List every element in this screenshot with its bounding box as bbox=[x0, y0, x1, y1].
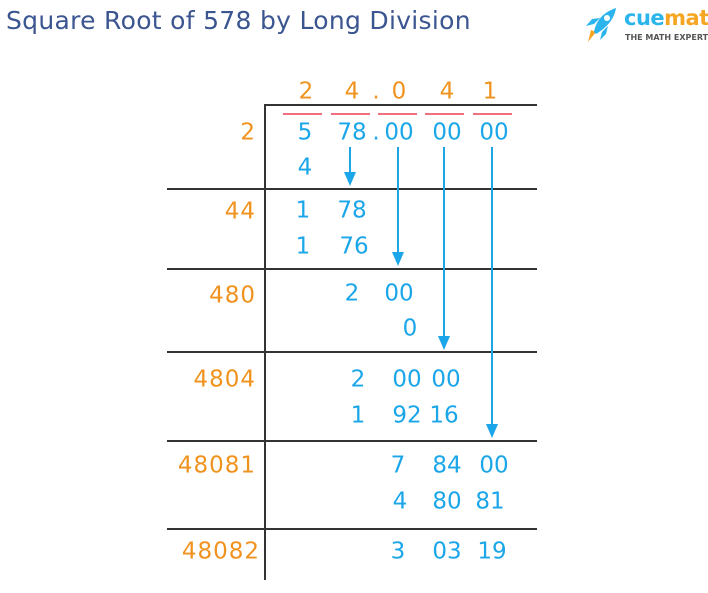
dividend-group: 00 bbox=[432, 119, 462, 146]
remainder-value: 3 bbox=[390, 538, 406, 565]
divisor: 48082 bbox=[181, 538, 260, 565]
divisor: 4804 bbox=[193, 366, 256, 393]
pair-underline bbox=[283, 113, 322, 115]
logo-tagline: THE MATH EXPERT bbox=[625, 33, 708, 42]
arrow-down-icon bbox=[392, 147, 404, 266]
step-value: 00 bbox=[431, 366, 461, 393]
quotient-digit: 4 bbox=[439, 78, 455, 105]
remainder-value: 19 bbox=[477, 538, 507, 565]
remainder-value: 03 bbox=[432, 538, 462, 565]
page-title: Square Root of 578 by Long Division bbox=[6, 6, 471, 35]
divisor: 48081 bbox=[177, 452, 256, 479]
row-divider bbox=[167, 188, 537, 190]
pair-underline bbox=[473, 113, 512, 115]
step-value: 1 bbox=[350, 402, 366, 429]
quotient-digit: 0 bbox=[391, 78, 407, 105]
vertical-divider bbox=[264, 104, 266, 580]
step-value: 84 bbox=[432, 452, 462, 479]
step-value: 80 bbox=[432, 488, 462, 515]
row-divider bbox=[167, 440, 537, 442]
pair-underline bbox=[378, 113, 417, 115]
arrow-down-icon bbox=[438, 147, 450, 350]
step-value: 00 bbox=[392, 366, 422, 393]
quotient-decimal-point: . bbox=[372, 78, 380, 105]
logo-brand-cue: cue bbox=[624, 6, 665, 30]
dividend-group: 00 bbox=[479, 119, 509, 146]
dividend-group: 00 bbox=[384, 119, 414, 146]
step-value: 7 bbox=[390, 452, 406, 479]
step-value: 1 bbox=[295, 233, 311, 260]
step-value: 78 bbox=[337, 197, 367, 224]
pair-underline bbox=[331, 113, 370, 115]
step-value: 4 bbox=[392, 488, 408, 515]
row-divider bbox=[167, 351, 537, 353]
dividend-group: 5 bbox=[297, 119, 313, 146]
quotient-digit: 1 bbox=[482, 78, 498, 105]
dividend-group: 78 bbox=[337, 119, 367, 146]
arrow-down-icon bbox=[486, 147, 498, 438]
cuemath-logo: cuemath THE MATH EXPERT bbox=[582, 6, 708, 46]
step-value: 16 bbox=[429, 402, 459, 429]
dividend-decimal-point: . bbox=[372, 119, 380, 146]
step-value: 81 bbox=[475, 488, 505, 515]
step-value: 0 bbox=[402, 315, 418, 342]
step-value: 00 bbox=[384, 280, 414, 307]
quotient-digit: 4 bbox=[344, 78, 360, 105]
step-value: 4 bbox=[297, 154, 313, 181]
top-rule bbox=[264, 104, 537, 106]
pair-underline bbox=[425, 113, 464, 115]
step-value: 2 bbox=[344, 280, 360, 307]
rocket-icon bbox=[586, 8, 616, 42]
divisor: 480 bbox=[209, 282, 256, 309]
quotient-digit: 2 bbox=[298, 78, 314, 105]
step-value: 00 bbox=[479, 452, 509, 479]
row-divider bbox=[167, 268, 537, 270]
logo-brand: cuemath bbox=[624, 6, 708, 30]
step-value: 76 bbox=[339, 233, 369, 260]
step-value: 2 bbox=[350, 366, 366, 393]
logo-brand-math: math bbox=[664, 6, 708, 30]
arrow-down-icon bbox=[344, 147, 356, 186]
step-value: 92 bbox=[392, 402, 422, 429]
divisor: 44 bbox=[224, 198, 256, 225]
row-divider bbox=[167, 528, 537, 530]
divisor: 2 bbox=[240, 119, 256, 146]
step-value: 1 bbox=[295, 197, 311, 224]
